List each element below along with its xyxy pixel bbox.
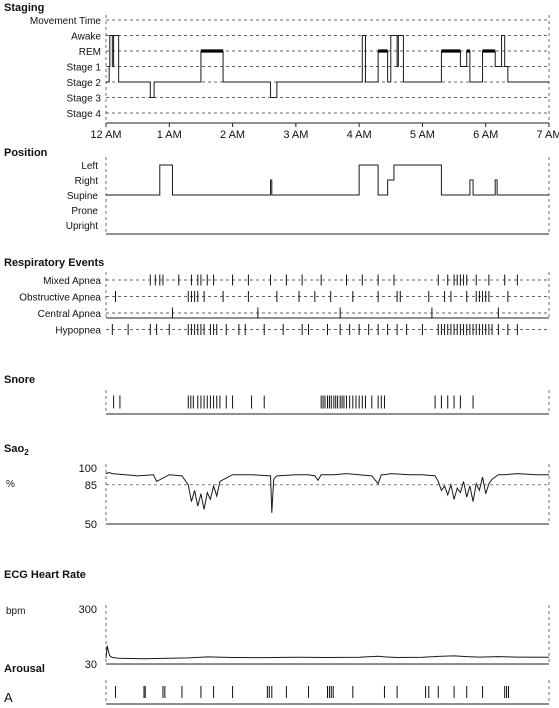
- hr-unit: bpm: [6, 606, 25, 617]
- staging-category-label: Movement Time: [30, 16, 102, 27]
- snore-title: Snore: [4, 374, 35, 386]
- labels: Staging Position Respiratory Events Snor…: [4, 2, 559, 705]
- staging-x-tick-label: 3 AM: [283, 129, 308, 141]
- hr-y-tick-label: 30: [85, 659, 97, 671]
- sao2-unit: %: [6, 479, 15, 490]
- sao2-y-tick-label: 50: [85, 519, 97, 531]
- hr-trace: [105, 645, 550, 660]
- hr-title: ECG Heart Rate: [4, 569, 86, 581]
- sao2-trace: [105, 471, 549, 513]
- gridlines: [105, 15, 550, 704]
- staging-x-tick-label: 7 AM: [536, 129, 559, 141]
- sao2-title-sub: 2: [24, 448, 29, 457]
- respiratory-category-label: Central Apnea: [38, 309, 102, 320]
- sao2-title: Sao2: [4, 443, 29, 457]
- panel-frames: [105, 122, 550, 705]
- position-category-label: Right: [75, 176, 99, 187]
- staging-x-tick-label: 2 AM: [220, 129, 245, 141]
- sao2-y-tick-label: 100: [79, 463, 97, 475]
- staging-category-label: Awake: [71, 32, 101, 43]
- data-marks: [105, 35, 550, 698]
- staging-category-label: Stage 2: [67, 78, 102, 89]
- staging-x-tick-label: 5 AM: [410, 129, 435, 141]
- staging-category-label: Stage 1: [67, 63, 102, 74]
- position-title: Position: [4, 147, 48, 159]
- figure-label: A: [4, 690, 13, 705]
- staging-x-tick-label: 4 AM: [347, 129, 372, 141]
- staging-title: Staging: [4, 2, 44, 14]
- position-category-label: Upright: [66, 221, 98, 232]
- staging-category-label: Stage 3: [67, 94, 102, 105]
- position-trace: [106, 164, 549, 196]
- staging-x-tick-label: 12 AM: [90, 129, 121, 141]
- staging-x-tick-label: 6 AM: [473, 129, 498, 141]
- arousal-title: Arousal: [4, 663, 45, 675]
- position-category-label: Left: [81, 161, 98, 172]
- sao2-y-tick-label: 85: [85, 480, 97, 492]
- respiratory-category-label: Obstructive Apnea: [19, 293, 101, 304]
- staging-x-tick-label: 1 AM: [157, 129, 182, 141]
- respiratory-category-label: Hypopnea: [55, 326, 101, 337]
- respiratory-category-label: Mixed Apnea: [43, 276, 101, 287]
- respiratory-title: Respiratory Events: [4, 257, 104, 269]
- staging-category-label: REM: [79, 47, 101, 58]
- hr-y-tick-label: 300: [79, 604, 97, 616]
- sao2-title-main: Sao: [4, 443, 24, 455]
- position-category-label: Supine: [67, 191, 99, 202]
- staging-category-label: Stage 4: [67, 109, 102, 120]
- position-category-label: Prone: [71, 206, 98, 217]
